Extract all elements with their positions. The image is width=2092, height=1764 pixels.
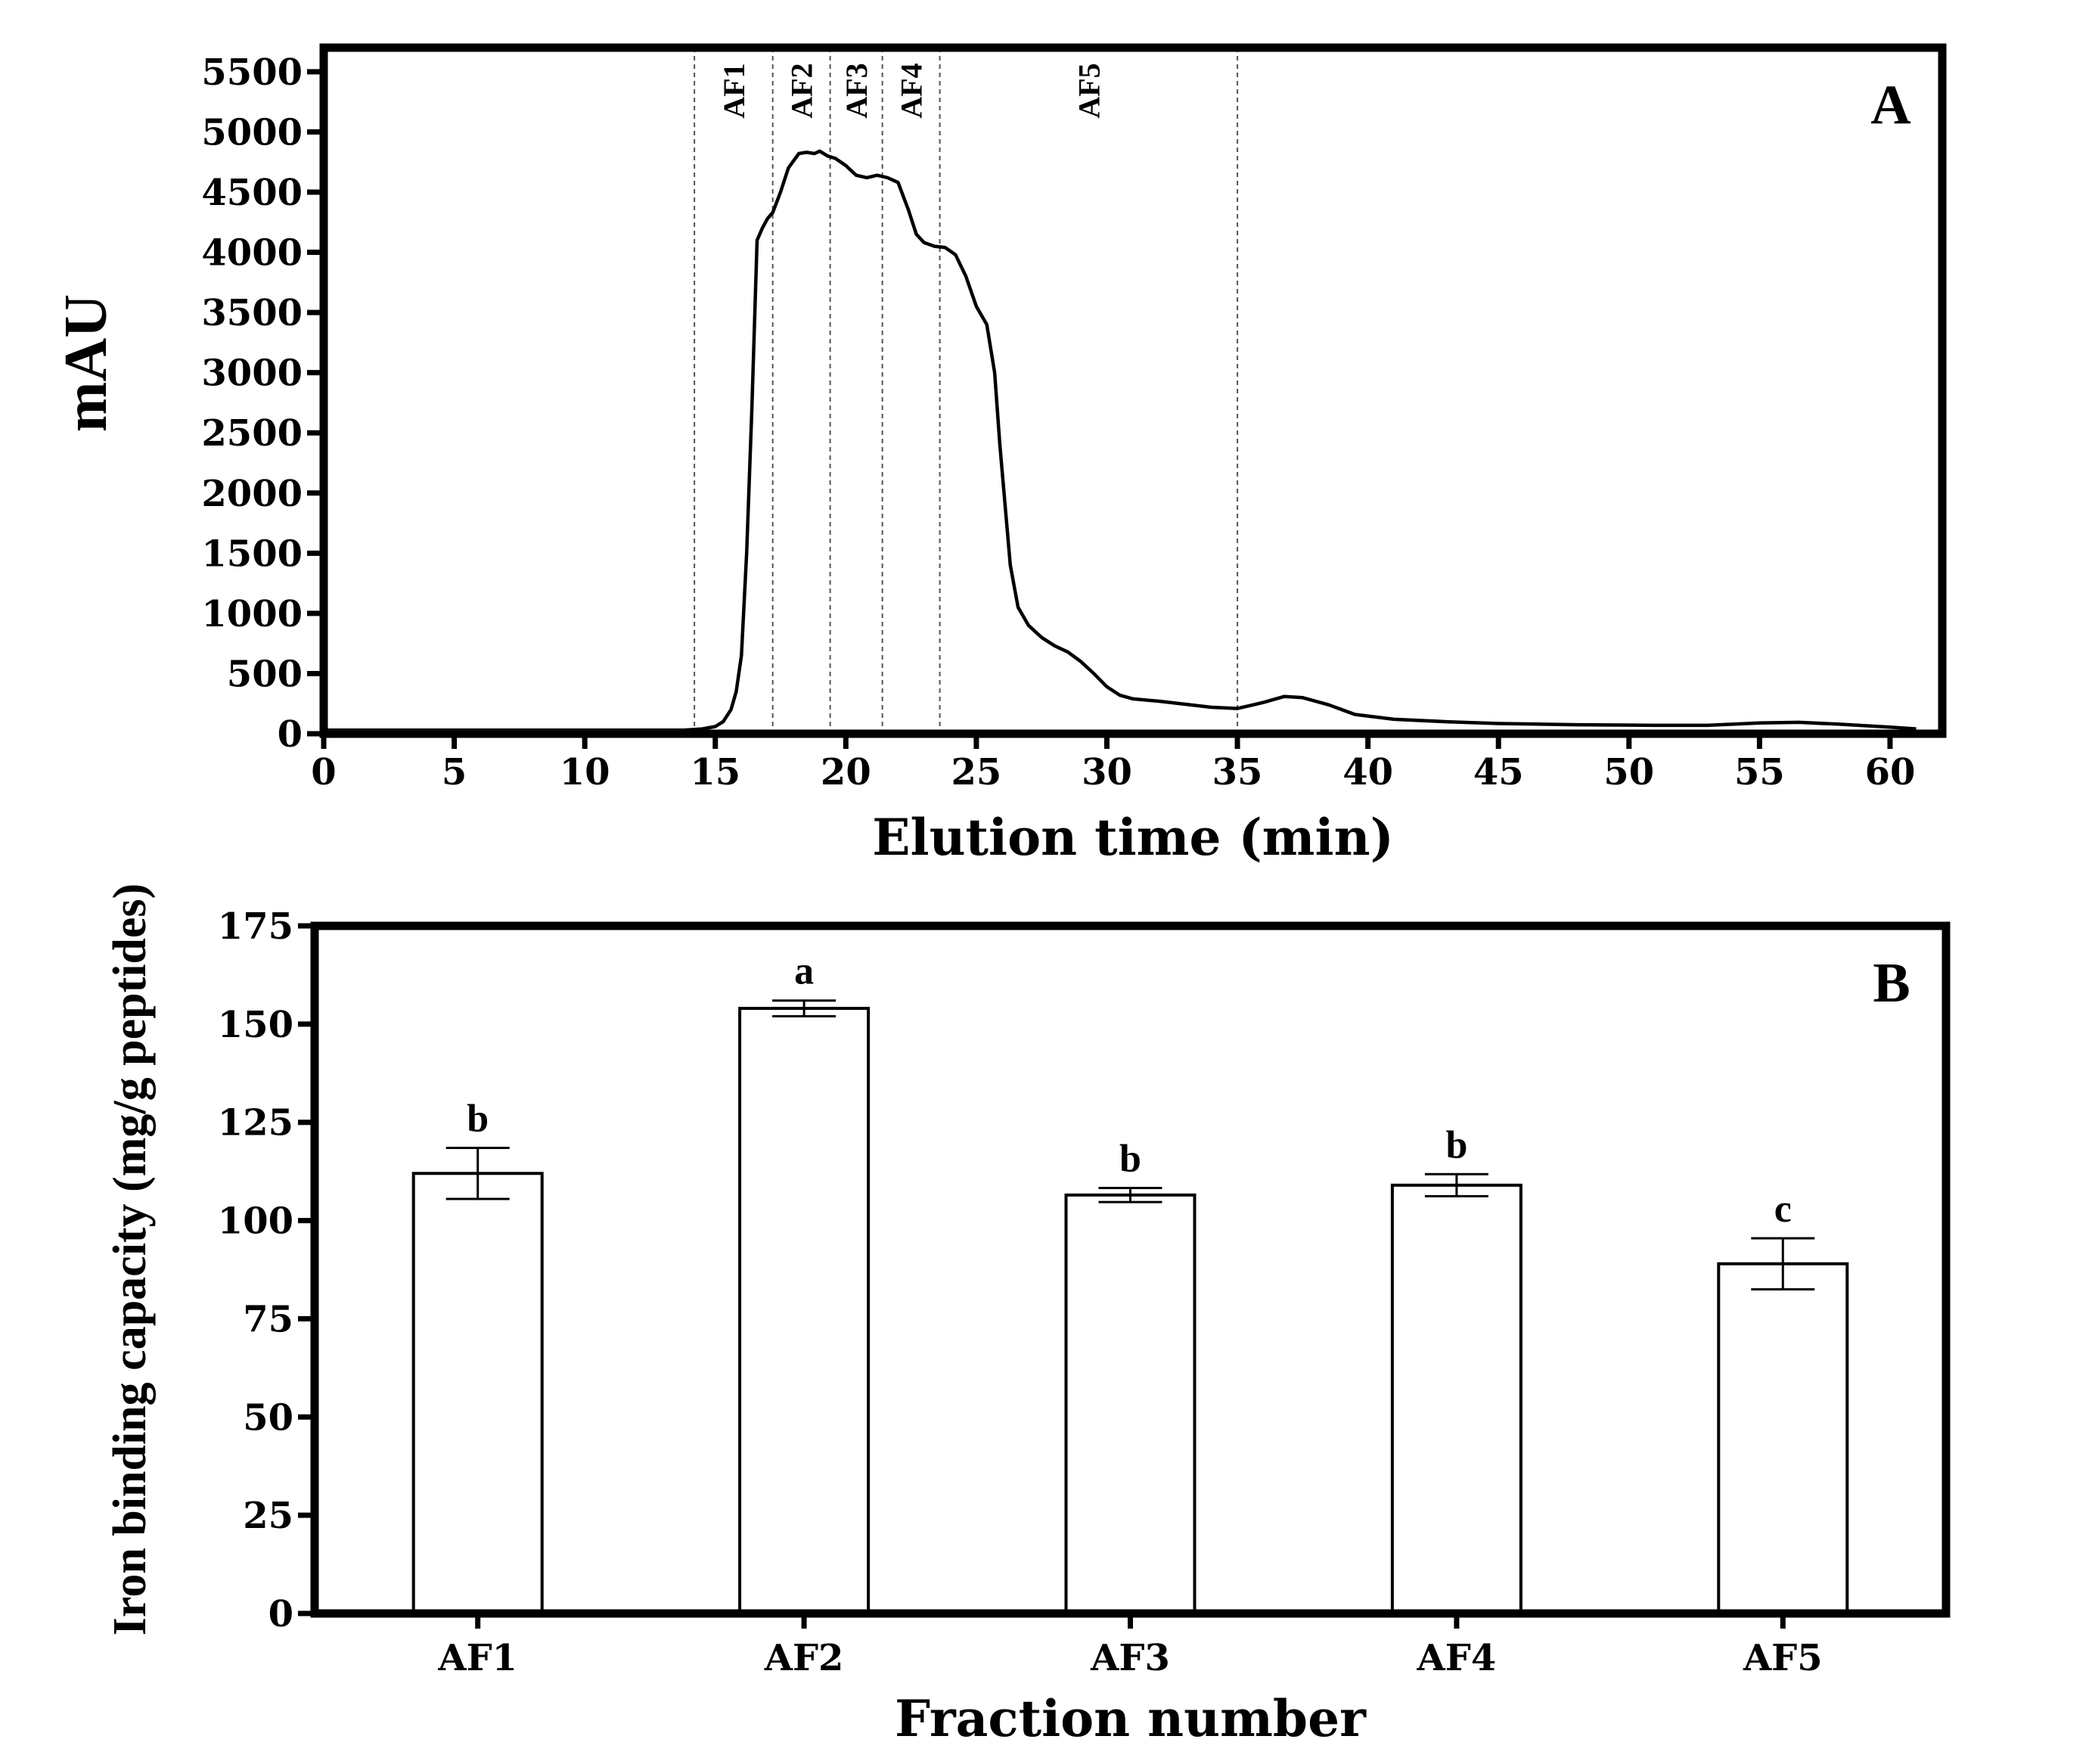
x-tick-label: AF5: [1743, 1637, 1823, 1679]
panel-a-chromatogram: AF1 AF2 AF3 AF4 AF5 050010001500200025003000…: [53, 43, 1947, 867]
y-tick-label: 3000: [201, 352, 303, 395]
fraction-label: AF1: [717, 63, 751, 118]
x-tick-label: 60: [1865, 751, 1916, 793]
significance-letter: b: [467, 1097, 489, 1140]
x-tick-label: 40: [1342, 751, 1393, 793]
fraction-region-lines: AF1 AF2 AF3 AF4 AF5: [694, 48, 1239, 734]
x-tick-label: AF2: [764, 1637, 844, 1679]
x-tick-label: 30: [1082, 751, 1132, 793]
bar: [1390, 1183, 1522, 1615]
x-axis-ticks-b: AF1 AF2 AF3 AF4 AF5: [437, 1613, 1823, 1679]
y-tick-label: 75: [243, 1298, 293, 1340]
y-tick-label: 4500: [201, 172, 303, 214]
y-tick-label: 125: [218, 1102, 293, 1144]
significance-letter: b: [1119, 1137, 1141, 1180]
y-tick-label: 2500: [201, 412, 303, 455]
panel-label-a: A: [1870, 74, 1910, 136]
bars: b a b b c: [411, 950, 1849, 1616]
fraction-label: AF2: [785, 63, 819, 118]
y-tick-label: 50: [243, 1396, 293, 1439]
y-tick-label: 3500: [201, 292, 303, 334]
x-tick-label: 25: [951, 751, 1002, 793]
x-tick-label: AF3: [1090, 1637, 1170, 1679]
y-tick-label: 175: [218, 905, 293, 948]
y-tick-label: 5000: [201, 111, 303, 154]
x-axis-title-b: Fraction number: [895, 1689, 1367, 1748]
panel-label-b: B: [1873, 952, 1910, 1014]
y-axis-ticks-b: 0 25 50 75 100 125 150 175: [218, 905, 315, 1635]
x-axis-ticks-a: 0 5 10 15 20 25 30 35 40 45 50 55 60: [311, 734, 1915, 793]
y-axis-title-a: mAU: [53, 294, 119, 432]
significance-letter: a: [794, 950, 814, 993]
y-axis-ticks-a: 0 500 1000 1500 2000 2500 3000 3500 4000 4500 5000…: [201, 51, 324, 756]
plot-frame-a: [319, 43, 1947, 738]
bar: [1717, 1262, 1849, 1616]
x-tick-label: 55: [1734, 751, 1785, 793]
x-tick-label: AF1: [437, 1637, 517, 1679]
y-tick-label: 5500: [201, 51, 303, 94]
x-tick-label: AF4: [1417, 1637, 1497, 1679]
y-axis-title-b: Iron binding capacity (mg/g peptides): [104, 884, 156, 1635]
y-tick-label: 500: [227, 653, 303, 695]
bar: [1064, 1193, 1197, 1615]
y-tick-label: 0: [268, 1593, 293, 1635]
x-tick-label: 10: [560, 751, 610, 793]
elution-curve: [324, 149, 1917, 732]
bar: [411, 1172, 544, 1615]
x-tick-label: 45: [1473, 751, 1524, 793]
x-tick-label: 15: [690, 751, 740, 793]
x-tick-label: 0: [311, 751, 336, 793]
y-tick-label: 1000: [201, 593, 303, 635]
x-tick-label: 35: [1212, 751, 1263, 793]
y-tick-label: 150: [218, 1004, 293, 1046]
x-tick-label: 20: [821, 751, 871, 793]
x-tick-label: 50: [1603, 751, 1654, 793]
significance-letter: b: [1445, 1123, 1467, 1166]
bar: [738, 1007, 871, 1615]
fraction-label: AF4: [895, 63, 929, 118]
y-tick-label: 0: [278, 713, 303, 756]
fraction-label: AF5: [1072, 63, 1106, 118]
y-tick-label: 4000: [201, 232, 303, 275]
x-axis-title-a: Elution time (min): [872, 808, 1394, 867]
fraction-label: AF3: [840, 63, 874, 118]
x-tick-label: 5: [442, 751, 467, 793]
y-tick-label: 25: [243, 1495, 293, 1537]
y-tick-label: 100: [218, 1200, 293, 1243]
significance-letter: c: [1774, 1188, 1792, 1231]
y-tick-label: 1500: [201, 533, 303, 575]
y-tick-label: 2000: [201, 473, 303, 515]
